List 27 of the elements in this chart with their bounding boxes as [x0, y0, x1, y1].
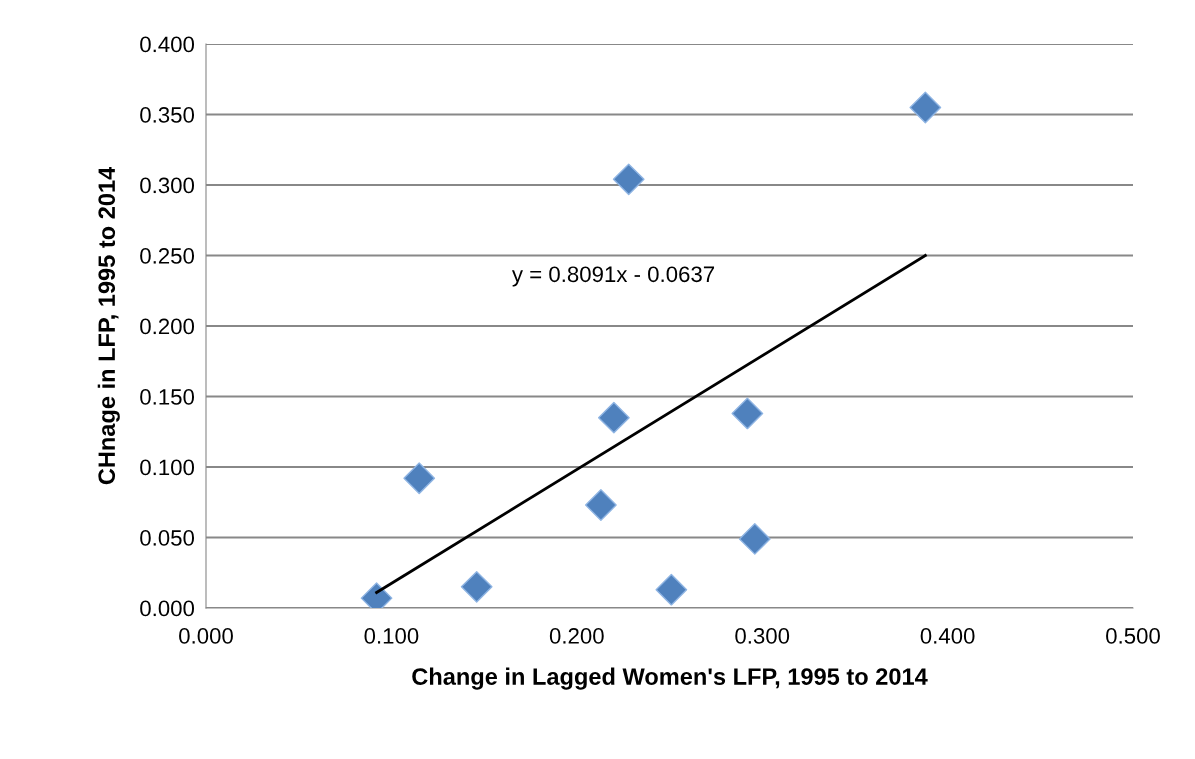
x-axis-title: Change in Lagged Women's LFP, 1995 to 2014 — [412, 667, 928, 690]
x-tick-label: 0.100 — [364, 628, 419, 644]
y-axis-title: CHnage in LFP, 1995 to 2014 — [97, 166, 120, 485]
point — [909, 91, 942, 124]
y-tick-label: 0.150 — [140, 389, 195, 405]
y-tick-label: 0.300 — [140, 177, 195, 194]
x-tick-label: 0.500 — [1106, 628, 1160, 644]
annotation: y = 0.8091x - 0.0637 — [511, 266, 715, 287]
y-tick-label: 0.000 — [140, 600, 195, 617]
y-tick-label: 0.400 — [140, 36, 195, 53]
point — [597, 401, 630, 434]
x-tick-label: 0.400 — [920, 628, 975, 644]
y-tick-label: 0.100 — [140, 459, 195, 476]
y-tick-label: 0.050 — [140, 530, 195, 546]
y-tick-label: 0.200 — [140, 318, 195, 335]
point — [612, 163, 645, 196]
y-tick-label: 0.250 — [140, 248, 195, 264]
x-tick-label: 0.000 — [179, 628, 233, 644]
point — [584, 489, 617, 521]
x-tick-label: 0.300 — [735, 628, 790, 644]
x-tick-label: 0.200 — [549, 628, 604, 644]
point — [738, 523, 771, 555]
point — [403, 462, 436, 495]
y-tick-label: 0.350 — [140, 107, 195, 123]
point — [655, 573, 688, 606]
point — [460, 570, 493, 603]
point — [731, 397, 764, 430]
